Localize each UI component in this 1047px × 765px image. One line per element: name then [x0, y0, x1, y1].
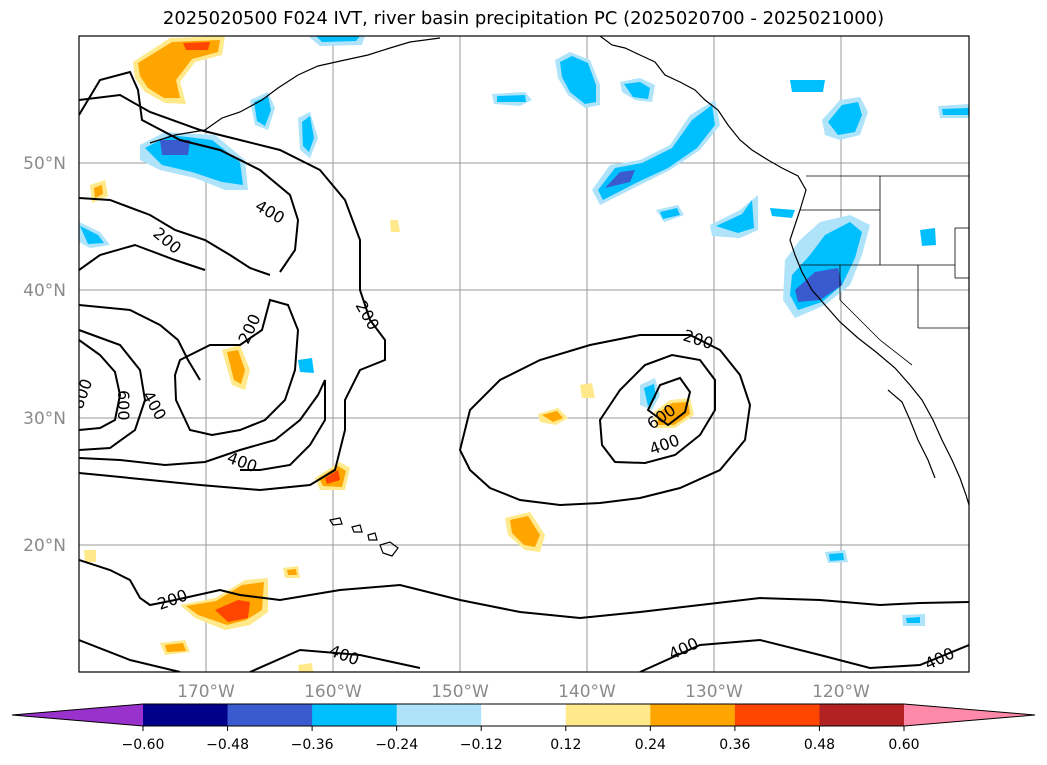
contour-400-east [598, 353, 716, 465]
lon-label-170w: 170°W [177, 682, 235, 702]
ivt-contours [79, 70, 969, 672]
lat-label-40n: 40°N [23, 281, 66, 301]
contour-600-east [646, 376, 692, 427]
coastlines [149, 36, 969, 557]
map-frame [78, 35, 970, 673]
colorbar-tick-label: −0.60 [122, 737, 165, 753]
hawaii-islands [329, 517, 343, 526]
contour-200-central [79, 93, 386, 492]
colorbar-tick-label: −0.48 [206, 737, 249, 753]
colorbar-cell [481, 704, 567, 726]
contour-200-south [79, 559, 969, 620]
map-content: 400 200 200 200 600 800 400 400 200 600 … [79, 36, 969, 672]
contour-600-west [79, 329, 147, 451]
contour-800 [79, 339, 122, 431]
lon-label-120w: 120°W [812, 682, 870, 702]
colorbar-cell [227, 704, 313, 726]
contour-edge-a [79, 304, 201, 381]
lat-label-50n: 50°N [23, 154, 66, 174]
negative-pc-areas [79, 36, 969, 626]
colorbar-cell [819, 704, 905, 726]
contour-label: 600 [114, 390, 133, 421]
hawaii-islands-2 [351, 524, 363, 533]
colorbar-cell [565, 704, 651, 726]
contour-400-southeast [639, 638, 969, 672]
contour-400-north [79, 70, 300, 273]
lon-label-140w: 140°W [558, 682, 616, 702]
contour-400-southwest [79, 639, 181, 672]
colorbar-tick-label: 0.48 [804, 737, 835, 753]
colorbar-cell [312, 704, 398, 726]
contour-400-south [79, 379, 326, 471]
map-title: 2025020500 F024 IVT, river basin precipi… [162, 8, 885, 29]
lat-label-20n: 20°N [23, 536, 66, 556]
hawaii-big-island [379, 541, 399, 557]
colorbar-tick-label: 0.24 [635, 737, 666, 753]
longitude-labels: 170°W 160°W 150°W 140°W 130°W 120°W [177, 682, 870, 702]
colorbar-tick-label: 0.12 [550, 737, 581, 753]
contour-200-north-b [79, 243, 206, 271]
colorbar-ticks: −0.60 −0.48 −0.36 −0.24 −0.12 0.12 0.24 0.36 0.4… [122, 726, 920, 753]
lat-label-30n: 30°N [23, 409, 66, 429]
colorbar-extend-high [904, 704, 1035, 726]
colorbar-cell [650, 704, 736, 726]
baja-california-coast [887, 389, 936, 479]
colorbar-tick-label: −0.24 [375, 737, 418, 753]
colorbar-tick-label: −0.12 [460, 737, 503, 753]
positive-pc-areas [84, 36, 694, 672]
contour-200-low [173, 298, 300, 437]
lon-label-150w: 150°W [431, 682, 489, 702]
colorbar-tick-label: 0.60 [888, 737, 919, 753]
north-america-west-coast [599, 36, 969, 506]
hawaii-islands-3 [367, 532, 378, 541]
contour-200-east [458, 334, 752, 507]
borders [800, 175, 969, 366]
lon-label-160w: 160°W [304, 682, 362, 702]
colorbar-cell [143, 704, 229, 726]
contour-400-south-center [249, 648, 421, 672]
colorbar-tick-label: 0.36 [719, 737, 750, 753]
colorbar-cell [396, 704, 482, 726]
colorbar: −0.60 −0.48 −0.36 −0.24 −0.12 0.12 0.24 0.36 0.4… [11, 703, 1036, 753]
gridlines [79, 36, 969, 672]
colorbar-extend-low [12, 704, 143, 726]
lon-label-130w: 130°W [685, 682, 743, 702]
colorbar-tick-label: −0.36 [291, 737, 334, 753]
colorbar-cells [11, 703, 1036, 727]
contour-200-north-a [79, 197, 271, 276]
colorbar-cell [734, 704, 820, 726]
aleutian-coast [149, 37, 441, 144]
latitude-labels: 50°N 40°N 30°N 20°N [23, 154, 66, 556]
